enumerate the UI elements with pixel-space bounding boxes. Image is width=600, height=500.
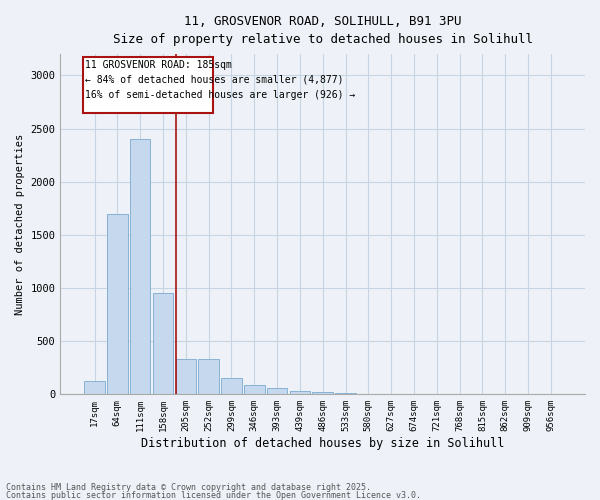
Bar	[199, 359, 219, 394]
Bar	[335, 392, 356, 394]
Bar	[267, 388, 287, 394]
Bar	[176, 359, 196, 394]
Bar	[221, 378, 242, 394]
Bar	[107, 214, 128, 394]
Bar	[290, 390, 310, 394]
X-axis label: Distribution of detached houses by size in Solihull: Distribution of detached houses by size …	[141, 437, 505, 450]
Bar	[313, 392, 333, 394]
Text: Contains HM Land Registry data © Crown copyright and database right 2025.: Contains HM Land Registry data © Crown c…	[6, 484, 371, 492]
Y-axis label: Number of detached properties: Number of detached properties	[15, 134, 25, 315]
Text: Contains public sector information licensed under the Open Government Licence v3: Contains public sector information licen…	[6, 490, 421, 500]
Title: 11, GROSVENOR ROAD, SOLIHULL, B91 3PU
Size of property relative to detached hous: 11, GROSVENOR ROAD, SOLIHULL, B91 3PU Si…	[113, 15, 533, 46]
Bar	[153, 294, 173, 394]
Text: 11 GROSVENOR ROAD: 185sqm
← 84% of detached houses are smaller (4,877)
16% of se: 11 GROSVENOR ROAD: 185sqm ← 84% of detac…	[85, 60, 356, 100]
Bar	[130, 139, 151, 394]
Bar	[84, 380, 105, 394]
Bar	[83, 57, 213, 112]
Bar	[244, 385, 265, 394]
